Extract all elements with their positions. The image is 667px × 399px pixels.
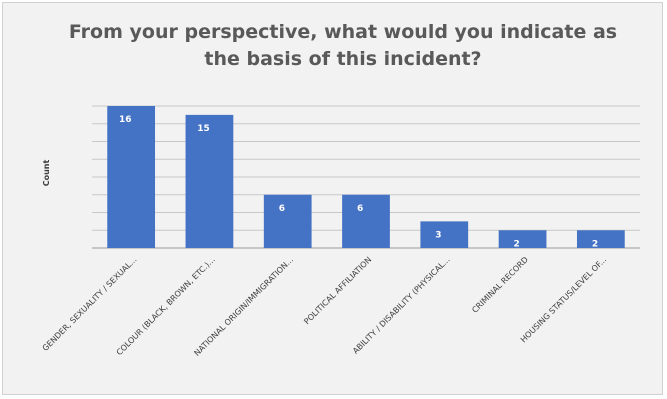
bar — [107, 106, 156, 248]
bar-value-label: 2 — [592, 239, 598, 249]
bar — [263, 194, 312, 248]
category-labels: GENDER, SEXUALITY / SEXUAL...COLOUR (BLA… — [41, 255, 609, 358]
category-label: ABILITY / DISABILITY (PHYSICAL... — [351, 255, 452, 356]
bar-value-label: 15 — [197, 124, 210, 134]
chart-title: From your perspective, what would you in… — [68, 21, 618, 70]
bar-value-label: 3 — [435, 230, 441, 240]
bar-value-label: 16 — [119, 115, 132, 125]
bar-value-label: 6 — [279, 204, 285, 214]
bar-value-label: 2 — [514, 239, 520, 249]
category-label: NATIONAL ORIGIN/IMMIGRATION... — [192, 255, 295, 358]
bar — [420, 221, 469, 248]
category-label: GENDER, SEXUALITY / SEXUAL... — [41, 255, 139, 353]
category-label: CRIMINAL RECORD — [470, 255, 530, 315]
bar — [576, 230, 625, 248]
value-labels: 16 15 6 6 3 2 2 — [119, 115, 598, 249]
bar-value-label: 6 — [357, 204, 363, 214]
category-label: HOUSING STATUS/LEVEL OF... — [519, 255, 608, 344]
bar — [185, 114, 234, 248]
bar — [498, 230, 547, 248]
category-label: POLITICAL AFFILIATION — [302, 255, 373, 326]
bar — [342, 194, 390, 248]
bars — [107, 106, 625, 248]
